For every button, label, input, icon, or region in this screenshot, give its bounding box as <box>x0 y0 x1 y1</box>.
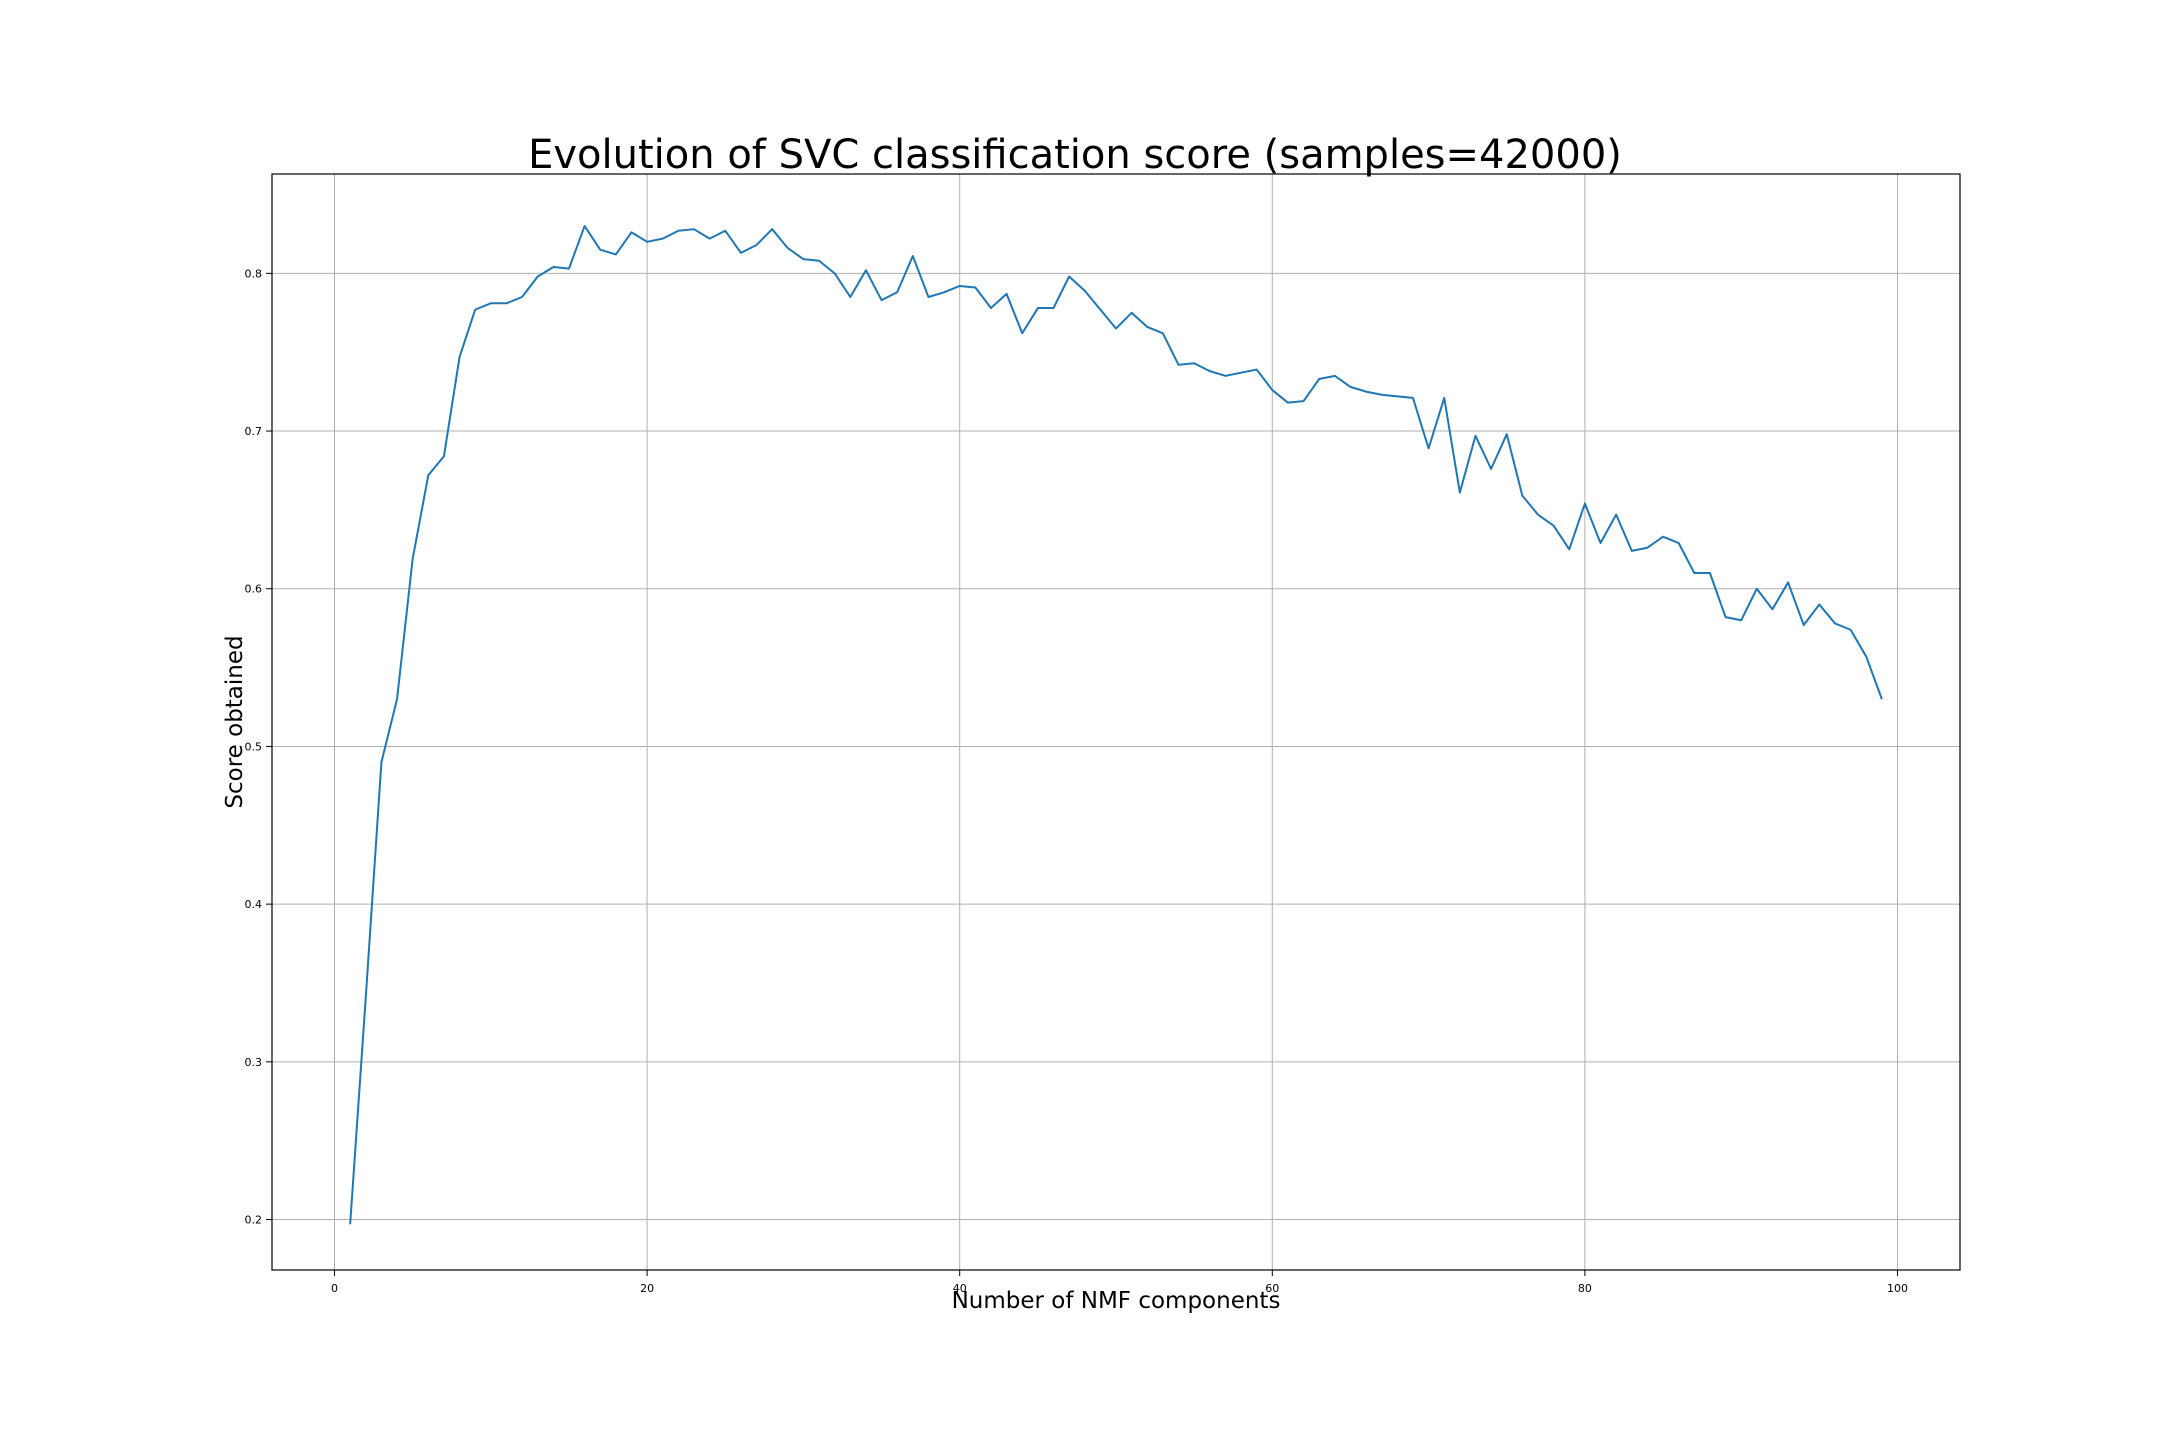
chart-title: Evolution of SVC classification score (s… <box>528 132 1622 178</box>
y-axis-label: Score obtained <box>222 635 248 808</box>
x-tick-label: 40 <box>953 1282 967 1295</box>
x-tick-label: 100 <box>1887 1282 1908 1295</box>
y-tick-label: 0.7 <box>245 425 263 438</box>
y-tick-label: 0.3 <box>245 1056 263 1069</box>
x-tick-label: 20 <box>640 1282 654 1295</box>
x-tick-label: 0 <box>331 1282 338 1295</box>
x-axis-label: Number of NMF components <box>952 1288 1281 1314</box>
gridlines <box>272 174 1960 1270</box>
y-tick-label: 0.6 <box>245 583 263 596</box>
axis-ticks: 0 20 40 60 80 100 0.2 0.3 0.4 0.5 0.6 0.7 0.8 <box>245 267 1908 1295</box>
score-series-line <box>349 225 1883 1225</box>
plot-area-frame <box>271 173 1961 1271</box>
y-tick-label: 0.2 <box>245 1214 263 1227</box>
y-tick-label: 0.5 <box>245 740 263 753</box>
x-tick-label: 80 <box>1578 1282 1592 1295</box>
series-layer <box>349 225 1883 1225</box>
y-tick-label: 0.4 <box>245 898 263 911</box>
x-tick-label: 60 <box>1265 1282 1279 1295</box>
y-tick-label: 0.8 <box>245 267 263 280</box>
